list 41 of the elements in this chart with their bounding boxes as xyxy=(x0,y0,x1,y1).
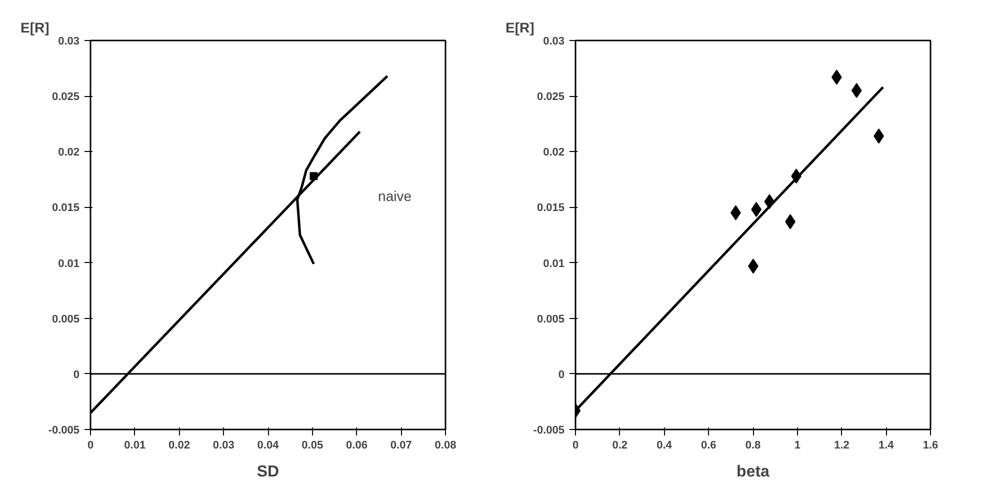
x-tick-label: 0.6 xyxy=(700,440,716,452)
x-tick-label: 0.08 xyxy=(434,440,456,452)
y-tick-label: 0.01 xyxy=(543,258,565,270)
y-axis-title: E[R] xyxy=(506,20,534,36)
x-tick-label: 0.2 xyxy=(612,440,628,452)
x-tick-label: 0 xyxy=(572,440,579,452)
x-tick-label: 0.4 xyxy=(656,440,673,452)
x-tick-label: 0.01 xyxy=(124,440,146,452)
y-tick-label: 0.005 xyxy=(52,313,80,326)
y-tick-label: 0.015 xyxy=(52,202,80,214)
y-tick-label: 0.02 xyxy=(543,146,565,159)
point xyxy=(831,70,842,85)
x-tick-label: 0.03 xyxy=(212,440,234,452)
x-tick-label: 0.04 xyxy=(257,440,280,452)
y-tick-label: -0.005 xyxy=(533,424,565,436)
y-tick-label: 0.005 xyxy=(536,313,565,326)
x-axis-title: SD xyxy=(256,464,280,480)
x-tick-label: 0.07 xyxy=(390,440,412,452)
y-tick-label: 0.03 xyxy=(543,36,565,48)
x-tick-label: 0 xyxy=(87,440,94,452)
y-tick-label: 0.01 xyxy=(58,258,80,270)
y-tick-label: 0.03 xyxy=(58,36,80,48)
x-tick-label: 1.2 xyxy=(834,440,850,452)
y-tick-label: 0 xyxy=(558,368,565,381)
x-tick-label: 1.4 xyxy=(878,440,895,452)
y-tick-label: 0.025 xyxy=(52,91,80,104)
y-tick-label: -0.005 xyxy=(48,424,80,436)
x-tick-label: 1 xyxy=(794,440,800,452)
y-tick-label: 0 xyxy=(73,368,80,381)
y-tick-label: 0.025 xyxy=(536,91,565,104)
x-tick-label: 0.05 xyxy=(302,440,324,452)
y-tick-label: 0.015 xyxy=(536,202,565,214)
x-tick-label: 0.06 xyxy=(346,440,368,452)
x-axis-title: beta xyxy=(736,464,770,480)
point xyxy=(851,83,862,98)
y-axis-title: E[R] xyxy=(20,20,50,36)
y-tick-label: 0.02 xyxy=(58,146,80,159)
x-tick-label: 0.02 xyxy=(168,440,190,452)
annotation: naive xyxy=(378,188,412,204)
x-tick-label: 0.8 xyxy=(745,440,761,452)
x-tick-label: 1.6 xyxy=(922,440,938,452)
